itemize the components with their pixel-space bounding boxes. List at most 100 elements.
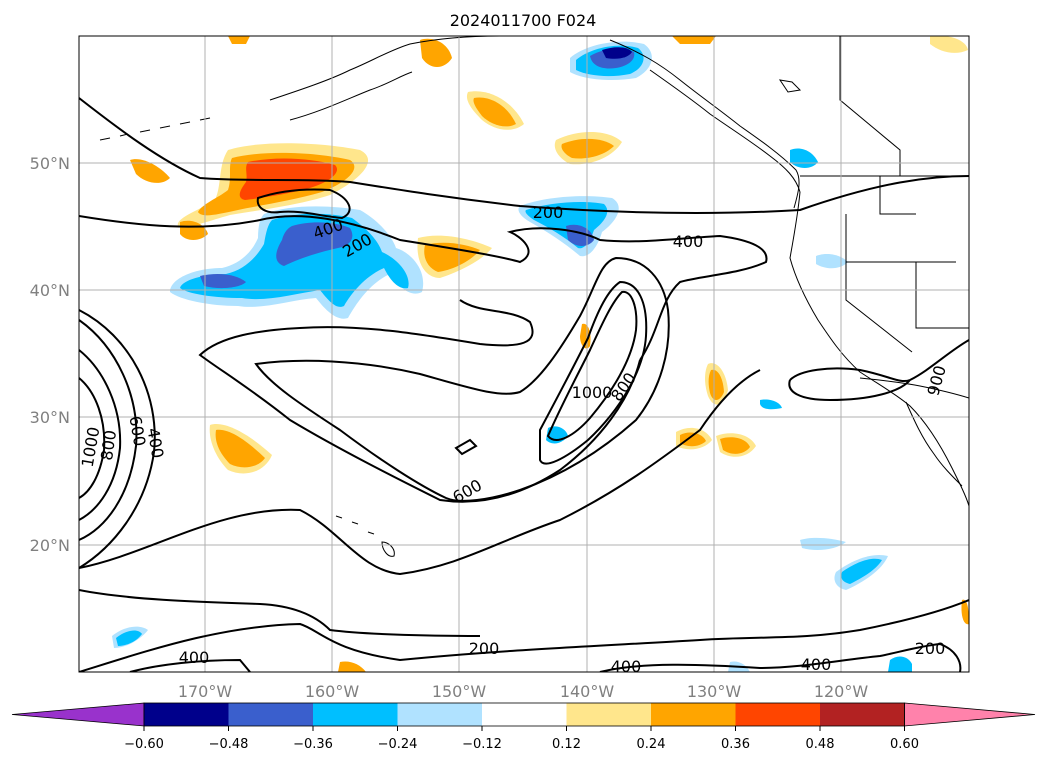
colorbar-swatch	[313, 703, 398, 726]
anomaly-patch	[961, 599, 969, 625]
colorbar: −0.60 −0.48 −0.36 −0.24 −0.12 0.12 0.24 0.36 0.4…	[11, 702, 1036, 752]
anomaly-patch	[561, 138, 614, 159]
island	[778, 79, 802, 93]
colorbar-swatch	[735, 703, 821, 726]
contour-west-1000	[79, 377, 106, 499]
lat-label: 30°N	[30, 408, 70, 427]
map-background	[79, 36, 969, 672]
colorbar-tick-label: −0.24	[378, 737, 418, 752]
latitude-labels: 50°N 40°N 30°N 20°N	[30, 154, 70, 555]
colorbar-swatch	[144, 703, 229, 726]
colorbar-swatch	[651, 703, 736, 726]
colorbar-frame	[143, 702, 905, 727]
colorbar-tick-label: 0.36	[721, 737, 750, 752]
gridlines	[79, 36, 969, 672]
contour-west-400	[79, 309, 156, 569]
anomaly-patch	[708, 369, 724, 401]
contour-west-600	[79, 319, 138, 541]
colorbar-tick-label: −0.12	[462, 737, 502, 752]
colorbar-tick-label: −0.60	[124, 737, 164, 752]
map-panel: 200 400 200 400 1000 800 600 1000 800 60…	[78, 35, 970, 676]
colorbar-tick-label: 0.48	[806, 737, 835, 752]
anomaly-patch	[800, 537, 846, 550]
contour-west-800	[79, 349, 122, 521]
anomaly-patch	[841, 558, 882, 584]
contour-label: 200	[915, 639, 946, 658]
alaska-panhandle-coast	[609, 39, 800, 209]
contour-200-north	[79, 97, 969, 214]
contour-loop	[256, 188, 351, 220]
anomaly-patch	[760, 399, 782, 410]
anomaly-patch	[338, 661, 366, 672]
anomaly-patch	[672, 36, 716, 44]
anomaly-patch	[473, 97, 516, 127]
contour-900-east	[788, 339, 969, 402]
lat-label: 40°N	[30, 281, 70, 300]
colorbar-swatch	[820, 703, 905, 726]
contour-small	[454, 438, 478, 456]
colorbar-tick-label: −0.48	[209, 737, 249, 752]
contour-label: 400	[611, 657, 642, 676]
longitude-labels: 170°W 160°W 150°W 140°W 130°W 120°W	[178, 682, 869, 701]
anomaly-patch	[680, 432, 706, 447]
lon-label: 150°W	[432, 682, 487, 701]
anomaly-patch	[116, 630, 142, 646]
contour-label: 800	[97, 429, 120, 462]
hawaiian-islands	[335, 515, 395, 557]
anomaly-patch	[200, 274, 246, 289]
colorbar-swatch	[566, 703, 652, 726]
contour-label: 200	[469, 639, 500, 658]
baja-coast	[905, 401, 963, 487]
lat-label: 50°N	[30, 154, 70, 173]
anomaly-patch	[930, 36, 968, 53]
map-title: 2024011700 F024	[450, 11, 597, 30]
contour-800	[539, 280, 648, 465]
coastlines	[99, 36, 969, 557]
lon-label: 160°W	[305, 682, 360, 701]
positive-anomaly-shading	[130, 36, 969, 672]
anomaly-patch	[130, 159, 170, 183]
contour-label: 200	[533, 203, 564, 222]
mexico-border	[859, 377, 969, 399]
contour-400-north	[79, 215, 768, 361]
lat-label: 20°N	[30, 536, 70, 555]
colorbar-tick-label: −0.36	[293, 737, 333, 752]
contour-400-southwest	[129, 658, 251, 672]
bc-coast	[649, 69, 801, 193]
contour-400-southeast	[599, 642, 962, 672]
anomaly-patch	[580, 323, 591, 349]
colorbar-swatch	[228, 703, 314, 726]
state-border	[845, 176, 969, 353]
us-west-coast	[789, 191, 969, 507]
colorbar-extension-max	[904, 702, 1036, 727]
alaska-coast	[269, 36, 501, 101]
lon-label: 140°W	[560, 682, 615, 701]
map-frame	[78, 35, 970, 673]
colorbar-tick-label: 0.24	[637, 737, 666, 752]
anomaly-patch	[276, 222, 353, 266]
lon-label: 120°W	[814, 682, 869, 701]
contour-600	[254, 256, 670, 502]
height-contours	[79, 97, 969, 672]
contour-label: 400	[801, 655, 832, 674]
aleutian-islands	[99, 117, 211, 141]
anomaly-patch	[888, 656, 912, 672]
lon-label: 130°W	[687, 682, 742, 701]
anomaly-patch	[816, 254, 848, 269]
contour-label: 400	[673, 232, 704, 251]
anomaly-patch	[720, 437, 750, 454]
anomaly-patch	[228, 36, 250, 44]
contour-label: 400	[179, 648, 210, 667]
contour-label: 1000	[572, 383, 613, 402]
colorbar-tick-label: 0.60	[890, 737, 919, 752]
anomaly-patch	[420, 38, 452, 67]
contour-400-south	[79, 589, 481, 637]
lon-label: 170°W	[178, 682, 233, 701]
contour-200-south	[79, 369, 761, 576]
alaska-coast	[289, 71, 413, 121]
colorbar-swatch	[397, 703, 483, 726]
contour-200-south	[79, 599, 969, 672]
colorbar-extension-min	[11, 702, 145, 727]
colorbar-tick-label: 0.12	[552, 737, 581, 752]
